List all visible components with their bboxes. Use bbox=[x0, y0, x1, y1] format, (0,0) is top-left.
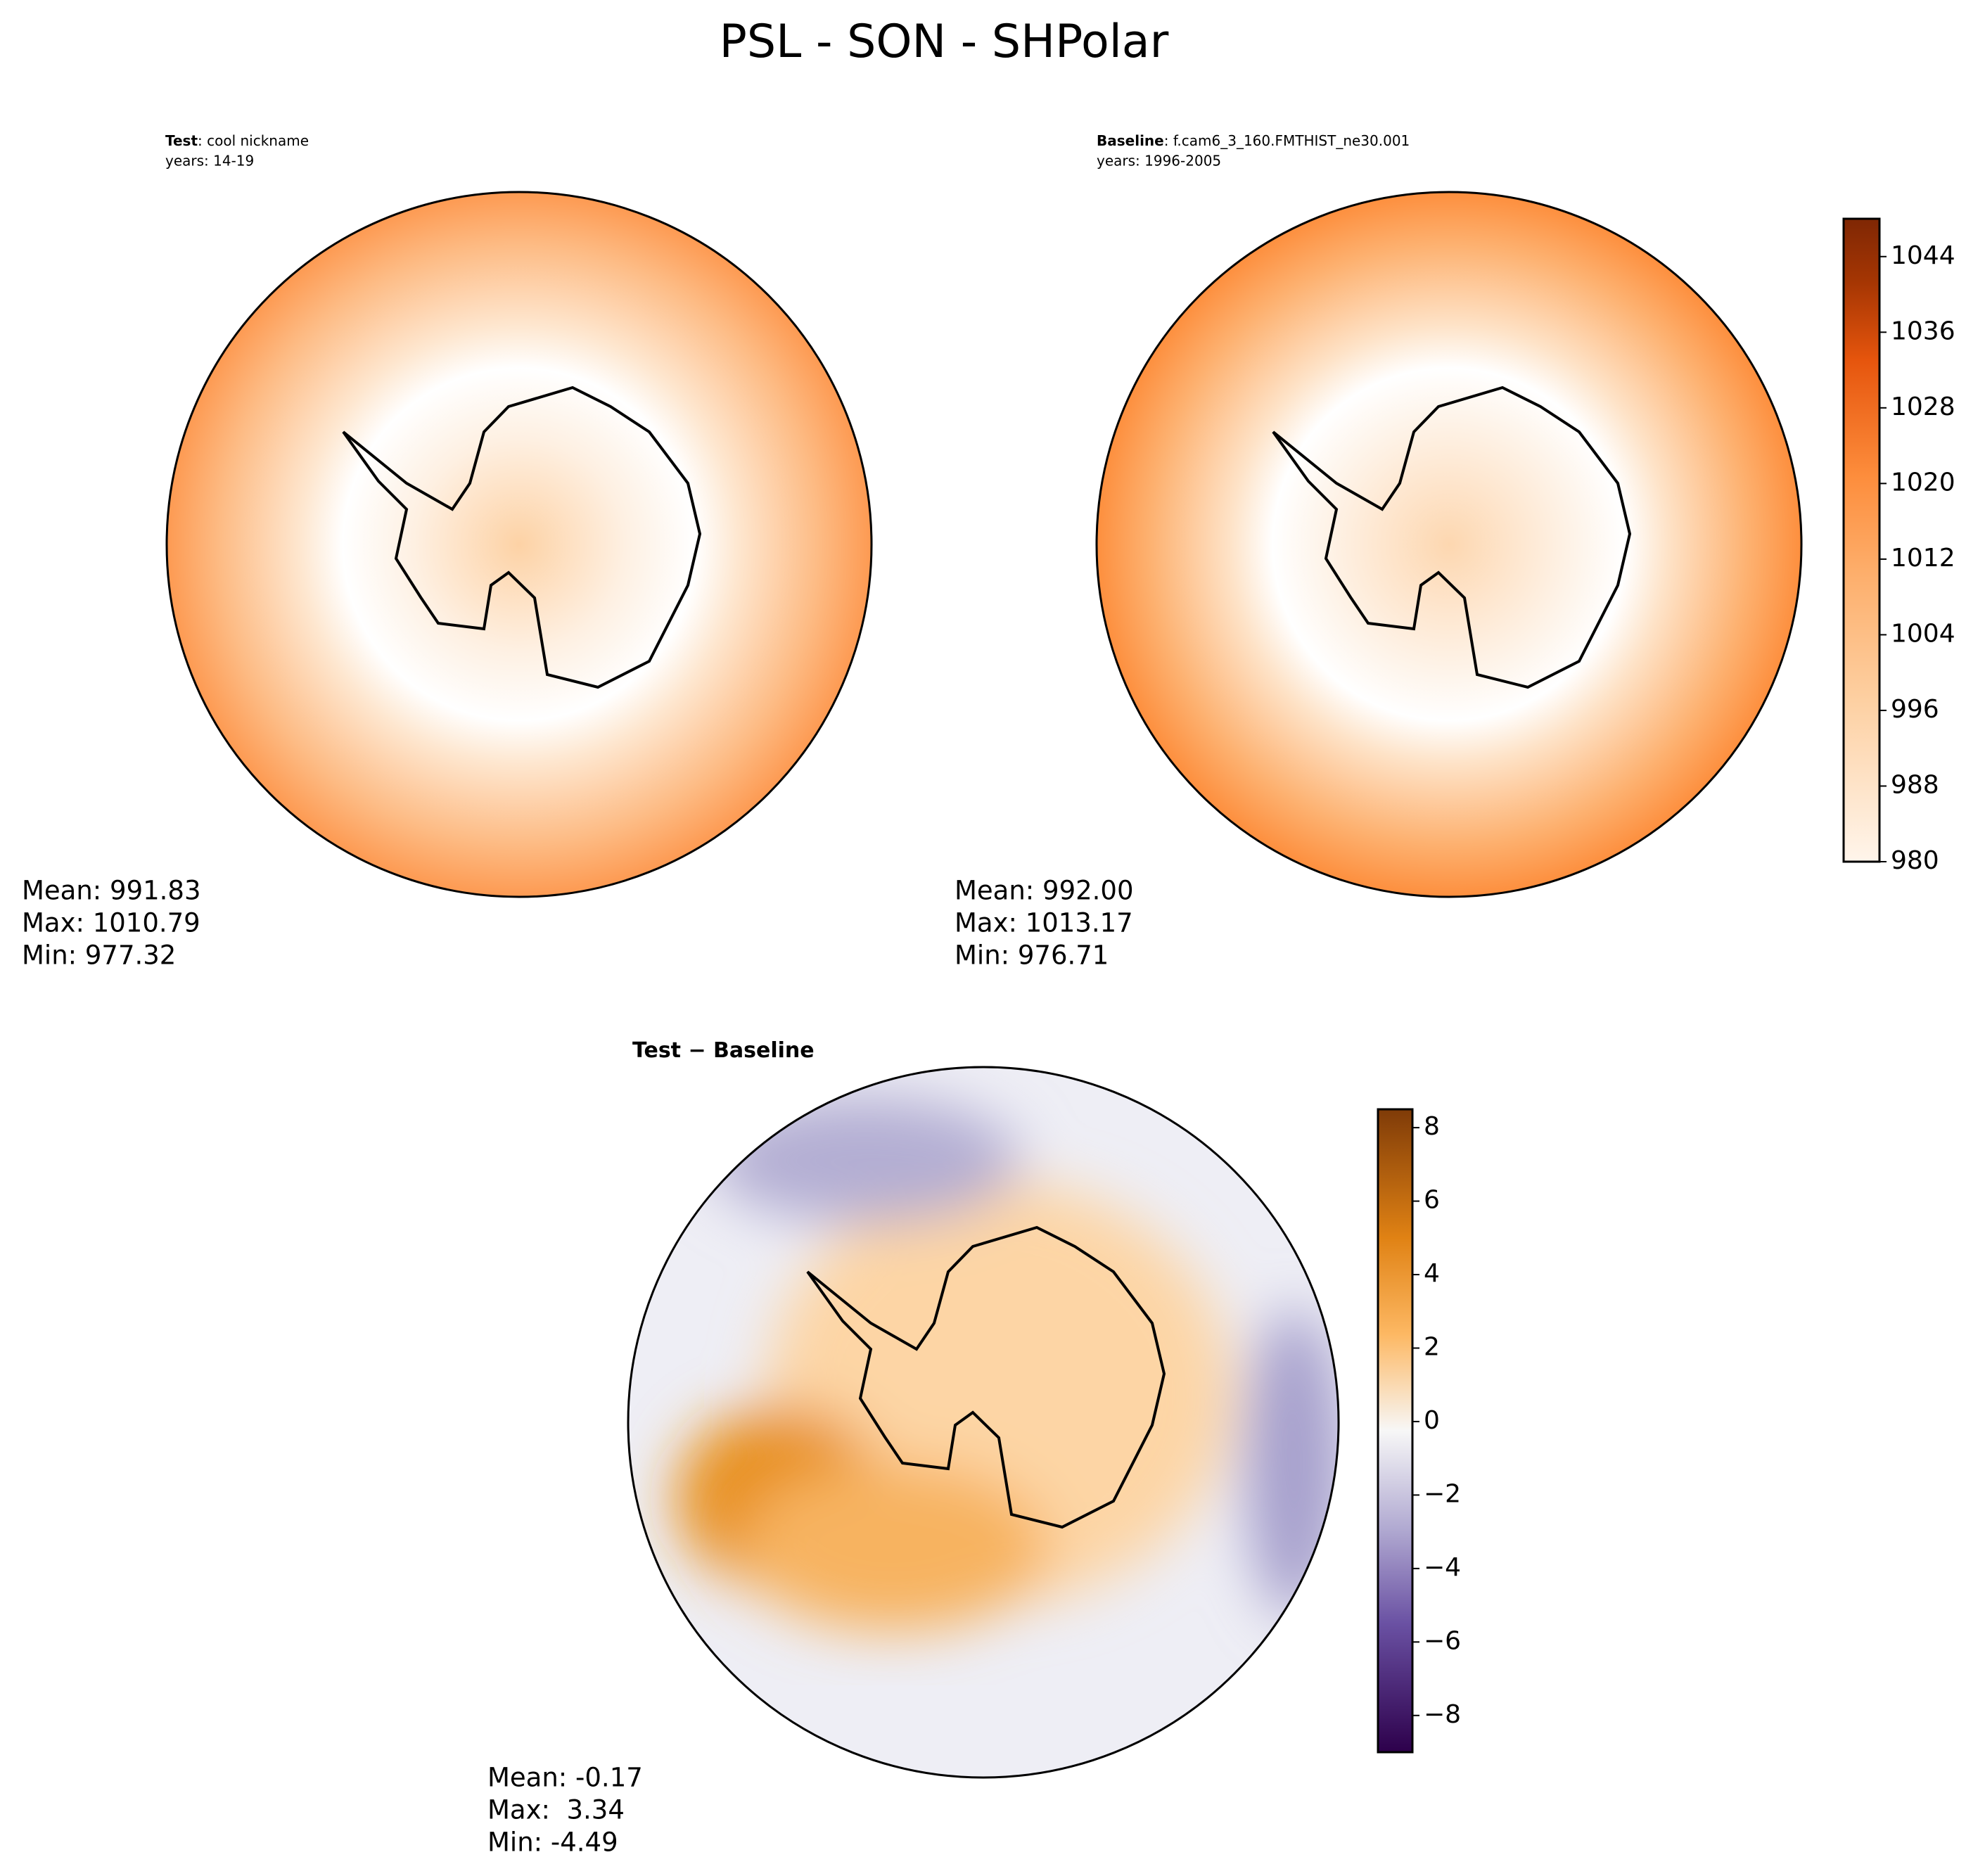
colorbar-tick-label: 1004 bbox=[1891, 619, 1955, 648]
colorbar-tick-label: 6 bbox=[1424, 1186, 1440, 1215]
panel-stat: Min: -4.49 bbox=[487, 1827, 618, 1858]
colorbar-tick-label: −8 bbox=[1424, 1700, 1461, 1729]
panel-years: years: 1996-2005 bbox=[1097, 153, 1221, 170]
panel-label-name: : cool nickname bbox=[198, 132, 309, 149]
colorbar-tick-label: 0 bbox=[1424, 1406, 1440, 1435]
colorbar-tick-label: −4 bbox=[1424, 1553, 1461, 1582]
colorbar-tick-label: 980 bbox=[1891, 846, 1939, 875]
colorbar-tick-label: 1028 bbox=[1891, 393, 1955, 421]
panel-stat: Max: 1010.79 bbox=[22, 908, 200, 938]
colorbar-2 bbox=[1377, 1108, 1414, 1754]
colorbar-tick-label: 988 bbox=[1891, 770, 1939, 799]
panel-label-bold: Test − Baseline bbox=[632, 1038, 815, 1063]
colorbar-tick-label: 1036 bbox=[1891, 317, 1955, 345]
colorbar-tick-label: 1012 bbox=[1891, 544, 1955, 573]
colorbar-1 bbox=[1842, 217, 1881, 863]
colorbar-tick-label: −2 bbox=[1424, 1479, 1461, 1508]
panel-years: years: 14-19 bbox=[165, 153, 254, 170]
colorbar-tick-label: 4 bbox=[1424, 1259, 1440, 1288]
colorbar-tick-label: 8 bbox=[1424, 1112, 1440, 1141]
colorbar-tick-label: 996 bbox=[1891, 695, 1939, 724]
map-baseline bbox=[1095, 191, 1803, 898]
panel-label-bold: Baseline bbox=[1097, 132, 1164, 149]
panel-stat: Min: 977.32 bbox=[22, 940, 176, 971]
colorbar-tick-label: 1020 bbox=[1891, 468, 1955, 497]
panel-label: Test − Baseline bbox=[632, 1038, 815, 1063]
panel-stat: Max: 1013.17 bbox=[955, 908, 1133, 938]
panel-label: Baseline: f.cam6_3_160.FMTHIST_ne30.001 bbox=[1097, 132, 1410, 149]
panel-label-name: : f.cam6_3_160.FMTHIST_ne30.001 bbox=[1164, 132, 1410, 149]
panel-stat: Mean: -0.17 bbox=[487, 1763, 643, 1793]
panel-label-bold: Test bbox=[165, 132, 198, 149]
colorbar-tick-label: 1044 bbox=[1891, 241, 1955, 270]
panel-stat: Mean: 991.83 bbox=[22, 876, 201, 906]
panel-label: Test: cool nickname bbox=[165, 132, 309, 149]
panel-stat: Min: 976.71 bbox=[955, 940, 1109, 971]
panel-stat: Max: 3.34 bbox=[487, 1795, 625, 1825]
map-test bbox=[165, 191, 873, 898]
map-difference bbox=[627, 1066, 1340, 1779]
colorbar-tick-label: −6 bbox=[1424, 1626, 1461, 1655]
colorbar-tick-label: 2 bbox=[1424, 1332, 1440, 1361]
figure-title: PSL - SON - SHPolar bbox=[720, 15, 1169, 68]
panel-stat: Mean: 992.00 bbox=[955, 876, 1134, 906]
